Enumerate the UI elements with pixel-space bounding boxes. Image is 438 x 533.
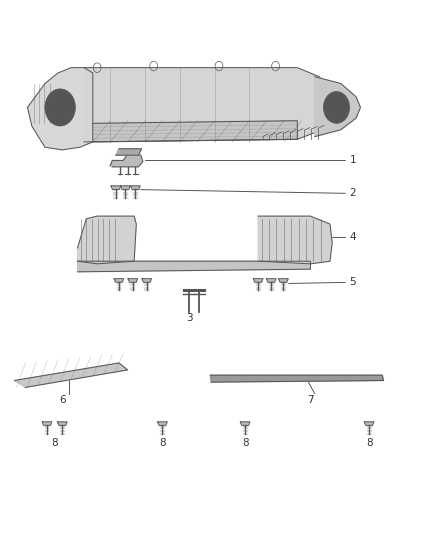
Polygon shape [42, 422, 52, 425]
Text: 5: 5 [350, 277, 356, 287]
Polygon shape [14, 363, 127, 387]
Polygon shape [28, 68, 93, 150]
Polygon shape [158, 422, 167, 425]
Text: 4: 4 [350, 232, 356, 243]
Text: 1: 1 [350, 156, 356, 165]
Polygon shape [258, 216, 332, 264]
Text: 8: 8 [159, 438, 166, 448]
Polygon shape [210, 375, 384, 382]
Text: 8: 8 [51, 438, 58, 448]
Polygon shape [110, 154, 143, 167]
Polygon shape [253, 279, 263, 282]
Polygon shape [111, 186, 120, 189]
Text: 8: 8 [366, 438, 372, 448]
Polygon shape [116, 149, 141, 155]
Text: 3: 3 [187, 313, 193, 324]
Polygon shape [84, 68, 341, 142]
Polygon shape [131, 186, 140, 189]
Polygon shape [78, 261, 311, 272]
Circle shape [323, 92, 350, 123]
Text: 8: 8 [242, 438, 248, 448]
Text: 2: 2 [350, 188, 356, 198]
Polygon shape [93, 120, 297, 142]
Polygon shape [57, 422, 67, 425]
Polygon shape [364, 422, 374, 425]
Circle shape [55, 101, 65, 114]
Polygon shape [120, 186, 130, 189]
Polygon shape [279, 279, 288, 282]
Polygon shape [266, 279, 276, 282]
Circle shape [50, 96, 70, 119]
Circle shape [45, 89, 75, 126]
Text: 7: 7 [307, 395, 314, 405]
Polygon shape [142, 279, 152, 282]
Polygon shape [315, 77, 360, 136]
Polygon shape [128, 279, 138, 282]
Text: 6: 6 [59, 395, 66, 405]
Polygon shape [240, 422, 250, 425]
Polygon shape [78, 216, 136, 264]
Polygon shape [114, 279, 124, 282]
